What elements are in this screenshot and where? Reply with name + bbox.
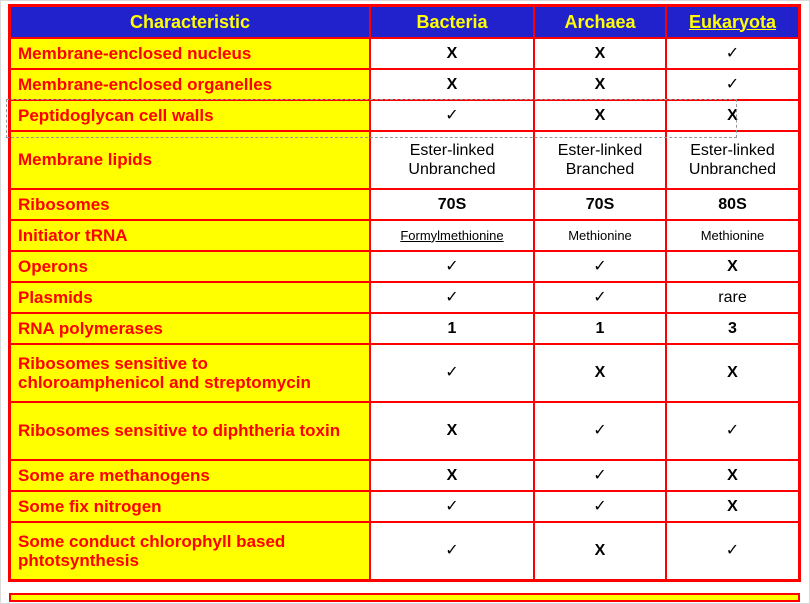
table-row-some-conduct-chlorophyll-based-phtotsynt: Some conduct chlorophyll based phtotsynt… [11,523,798,579]
data-cell: 80S [718,195,747,213]
row-label: Initiator tRNA [11,221,371,250]
row-label: Some are methanogens [11,461,371,490]
data-cell: X [535,70,667,99]
data-cell: X [535,345,667,401]
data-cell: 3 [728,319,737,337]
table-row-ribosomes-sensitive-to-diphtheria-toxin: Ribosomes sensitive to diphtheria toxin X… [11,403,798,461]
data-cell: ✓ [725,542,740,560]
data-cell: X [535,39,667,68]
data-cell: Methionine [535,221,667,250]
table-row-some-are-methanogens: Some are methanogens X ✓ X [11,461,798,492]
data-cell: 70S [371,190,535,219]
table-body: Membrane-enclosed nucleus X X ✓ Membrane-enc… [11,39,798,579]
data-cell: ✓ [725,422,740,440]
row-label: Some fix nitrogen [11,492,371,521]
header-eukaryota: Eukaryota [667,7,798,37]
data-cell: ✓ [535,461,667,490]
data-cell: X [371,461,535,490]
data-cell: 70S [535,190,667,219]
row-label: Operons [11,252,371,281]
data-cell: Ester-linked Unbranched [371,132,535,188]
data-cell: ✓ [371,283,535,312]
data-cell: ✓ [371,523,535,579]
data-cell: X [727,364,738,382]
data-cell: ✓ [725,75,740,93]
header-label: Archaea [564,11,636,32]
table-row-ribosomes-sensitive-to-chloroamphenicol-: Ribosomes sensitive to chloroamphenicol … [11,345,798,403]
data-cell: Ester-linked Branched [535,132,667,188]
data-cell: Ester-linked Unbranched [688,141,777,178]
table-row-membrane-enclosed-nucleus: Membrane-enclosed nucleus X X ✓ [11,39,798,70]
data-cell: Methionine [700,227,765,243]
table-row-initiator-trna: Initiator tRNA Formylmethionine Methionine… [11,221,798,252]
data-cell: X [371,70,535,99]
data-cell: ✓ [535,492,667,521]
row-label: RNA polymerases [11,314,371,343]
data-cell: ✓ [535,403,667,459]
header-archaea: Archaea [535,7,667,37]
data-cell: ✓ [371,345,535,401]
data-cell: ✓ [725,44,740,62]
header-label: Bacteria [416,11,488,32]
partial-next-row-strip [9,593,800,602]
table-row-plasmids: Plasmids ✓ ✓ rare [11,283,798,314]
table-row-membrane-lipids: Membrane lipids Ester-linked Unbranched Es… [11,132,798,190]
data-cell: 1 [371,314,535,343]
row-label: Plasmids [11,283,371,312]
data-cell: X [371,39,535,68]
data-cell: Formylmethionine [371,221,535,250]
row-label: Ribosomes [11,190,371,219]
data-cell: ✓ [371,492,535,521]
data-cell: X [535,101,667,130]
data-cell: X [727,497,738,515]
table-row-ribosomes: Ribosomes 70S 70S 80S [11,190,798,221]
row-label: Membrane lipids [11,132,371,188]
data-cell: X [535,523,667,579]
header-label: Characteristic [129,11,251,32]
header-label: Eukaryota [688,11,777,32]
data-cell: ✓ [371,101,535,130]
data-cell: ✓ [535,283,667,312]
data-cell: ✓ [535,252,667,281]
header-characteristic: Characteristic [11,7,371,37]
data-cell: X [727,106,738,124]
data-cell: X [727,257,738,275]
table-header-row: Characteristic Bacteria Archaea Eukaryota [11,7,798,39]
row-label: Ribosomes sensitive to diphtheria toxin [11,403,371,459]
data-cell: X [727,466,738,484]
table-row-some-fix-nitrogen: Some fix nitrogen ✓ ✓ X [11,492,798,523]
row-label: Ribosomes sensitive to chloroamphenicol … [11,345,371,401]
data-cell: rare [718,288,747,306]
data-cell: X [371,403,535,459]
table-row-operons: Operons ✓ ✓ X [11,252,798,283]
comparison-table: Characteristic Bacteria Archaea Eukaryota M… [8,4,801,582]
header-bacteria: Bacteria [371,7,535,37]
row-label: Membrane-enclosed organelles [11,70,371,99]
data-cell: ✓ [371,252,535,281]
row-label: Some conduct chlorophyll based phtotsynt… [11,523,371,579]
row-label: Peptidoglycan cell walls [11,101,371,130]
table-row-peptidoglycan-cell-walls: Peptidoglycan cell walls ✓ X X [11,101,798,132]
table-row-membrane-enclosed-organelles: Membrane-enclosed organelles X X ✓ [11,70,798,101]
row-label: Membrane-enclosed nucleus [11,39,371,68]
table-row-rna-polymerases: RNA polymerases 1 1 3 [11,314,798,345]
data-cell: 1 [535,314,667,343]
